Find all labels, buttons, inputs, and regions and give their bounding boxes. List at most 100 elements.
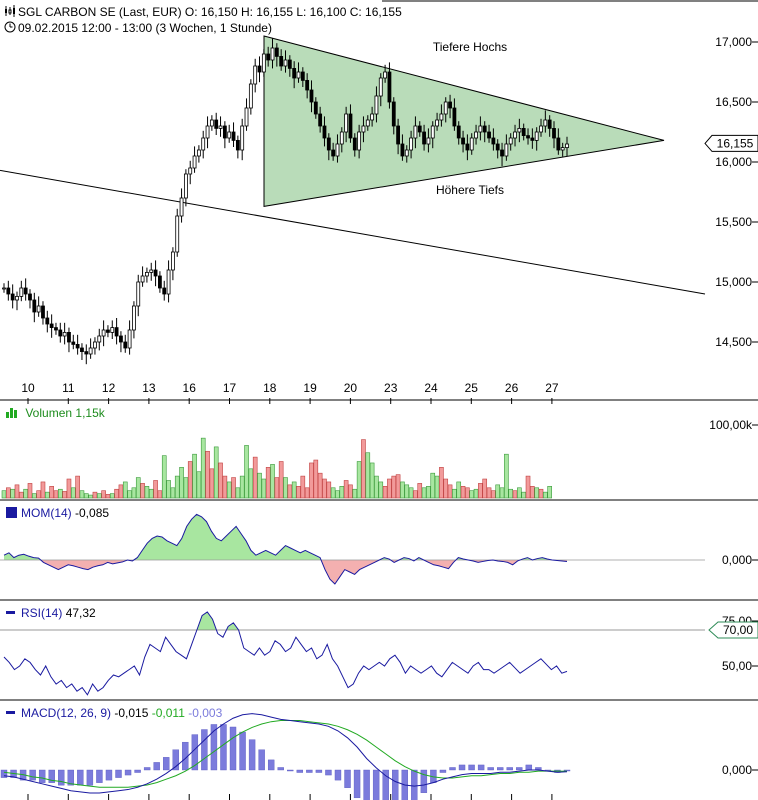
macd-signal-value: -0,011: [151, 706, 185, 720]
volume-legend: Volumen 1,15k: [6, 406, 105, 420]
candle-body: [166, 269, 171, 295]
volume-bar: [300, 475, 306, 499]
rsi-value: 47,32: [65, 606, 96, 620]
volume-bar: [109, 493, 115, 499]
volume-bar: [70, 487, 76, 499]
candle-body: [110, 327, 115, 333]
candle-body: [339, 131, 344, 145]
candle-body: [292, 68, 297, 79]
volume-tick-label: 100,00k: [709, 418, 753, 432]
chart-title-text: SGL CARBON SE (Last, EUR) O: 16,150 H: 1…: [18, 5, 402, 19]
candle-body: [322, 125, 327, 139]
macd-tick-label: 0,000: [722, 763, 752, 777]
x-tick-label: 16: [183, 381, 197, 395]
candle-body: [495, 143, 500, 151]
candle-body: [149, 269, 154, 273]
candle-body: [409, 137, 413, 151]
macd-histogram-bar: [163, 757, 170, 771]
chart-header-title: SGL CARBON SE (Last, EUR) O: 16,150 H: 1…: [4, 5, 402, 19]
candle-body: [556, 137, 561, 151]
volume-bar: [352, 488, 358, 499]
rsi-label: RSI(14): [21, 606, 63, 620]
candle-body: [508, 137, 513, 145]
volume-bar: [209, 468, 215, 499]
volume-bar: [404, 484, 410, 499]
volume-bar: [153, 480, 158, 499]
volume-bar: [53, 490, 59, 499]
volume-bar: [79, 490, 85, 499]
volume-bar: [508, 488, 514, 499]
volume-bar: [10, 488, 15, 499]
volume-value: 1,15k: [75, 406, 105, 420]
volume-bar: [322, 478, 327, 499]
candle-body: [71, 341, 76, 345]
macd-histogram-bar: [134, 769, 141, 773]
candle-body: [214, 119, 219, 129]
x-tick-label: 12: [102, 381, 116, 395]
candle-body: [370, 113, 375, 121]
volume-bar: [161, 455, 167, 499]
mom-value: -0,085: [75, 506, 110, 520]
x-tick-label: 17: [223, 381, 237, 395]
volume-bar: [40, 481, 46, 499]
macd-histogram-bar: [315, 769, 323, 773]
candle-body: [296, 71, 301, 79]
candle-body: [283, 59, 288, 67]
macd-histogram-bar: [392, 769, 399, 800]
y-tick-label: 16,000: [715, 155, 752, 169]
candle-body: [84, 351, 89, 355]
candle-body: [487, 131, 491, 139]
macd-histogram-bar: [353, 769, 361, 799]
candle-body: [435, 119, 439, 127]
candle-body: [560, 147, 565, 151]
volume-bar: [283, 477, 288, 499]
volume-bar: [222, 475, 228, 499]
volume-bar: [343, 480, 349, 499]
macd-signal-line: [3, 720, 568, 788]
candle-body: [123, 341, 128, 349]
macd-histogram-bar: [201, 729, 208, 771]
candle-body: [383, 71, 388, 79]
volume-bar: [252, 456, 258, 499]
candle-body: [396, 125, 401, 145]
volume-bar: [114, 488, 119, 499]
volume-bar: [547, 486, 552, 499]
macd-histogram-bar: [411, 769, 418, 800]
volume-bar: [257, 472, 262, 499]
candle-body: [119, 335, 123, 343]
mom-swatch-icon: [6, 507, 17, 518]
candle-body: [513, 131, 517, 139]
macd-histogram-bar: [29, 769, 36, 781]
volume-bar: [62, 491, 67, 499]
candle-body: [175, 215, 180, 253]
volume-bar: [391, 475, 397, 499]
candle-body: [279, 56, 284, 67]
volume-bar: [166, 480, 171, 499]
clock-icon: [4, 21, 18, 35]
candle-body: [305, 80, 310, 91]
volume-bar: [460, 486, 466, 499]
volume-bar: [218, 462, 223, 499]
y-tick-label: 16,500: [715, 95, 752, 109]
candle-body: [67, 331, 71, 343]
chart-period: 09.02.2015 12:00 - 13:00 (3 Wochen, 1 St…: [4, 21, 272, 35]
volume-bar: [543, 491, 548, 499]
annotation-upper: Tiefere Hochs: [433, 40, 507, 54]
volume-bar: [92, 491, 98, 499]
candle-body: [114, 327, 119, 337]
volume-bar: [88, 494, 93, 499]
volume-bar: [413, 490, 418, 499]
macd-histogram-bar: [86, 769, 94, 786]
volume-bar: [382, 486, 388, 499]
volume-bar: [205, 450, 210, 499]
volume-bar: [356, 461, 362, 499]
macd-hist-value: -0,003: [188, 706, 223, 720]
triangle-pattern: [263, 35, 665, 207]
candle-body: [469, 137, 474, 151]
macd-histogram-bar: [372, 769, 380, 800]
rsi-legend: RSI(14) 47,32: [6, 606, 96, 620]
rsi-badge: [708, 621, 758, 639]
volume-bar: [482, 478, 488, 499]
volume-bar: [244, 445, 249, 499]
